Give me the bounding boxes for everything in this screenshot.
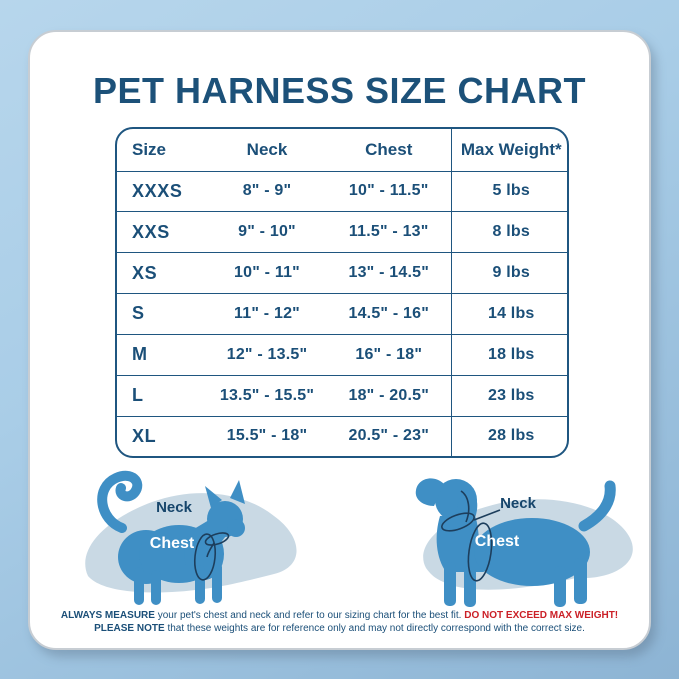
- page-title: PET HARNESS SIZE CHART: [92, 70, 587, 111]
- column-header-size: Size: [132, 139, 167, 159]
- cell-chest: 10" - 11.5": [327, 170, 451, 212]
- cell-neck: 13.5" - 15.5": [207, 374, 327, 417]
- cell-neck: 10" - 11": [207, 252, 327, 294]
- disclaimer-line-2-text: that these weights are for reference onl…: [164, 623, 585, 634]
- dog-measuring-diagram: Neck Chest: [415, 478, 633, 607]
- please-note-emphasis: PLEASE NOTE: [94, 623, 165, 634]
- dog-chest-measure-loop: [467, 522, 493, 582]
- cell-size: XXXS: [117, 170, 207, 212]
- cell-neck: 12" - 13.5": [207, 333, 327, 376]
- infographic-card: PET HARNESS SIZE CHART Size Neck Chest M…: [28, 30, 651, 650]
- cell-weight: 18 lbs: [450, 333, 567, 376]
- dog-ear-outline: [460, 490, 470, 523]
- cat-silhouette-icon: [97, 470, 245, 605]
- always-measure-emphasis: ALWAYS MEASURE: [60, 610, 155, 621]
- cell-chest: 16" - 18": [327, 333, 451, 376]
- cell-neck: 8" - 9": [207, 170, 327, 212]
- column-header-neck: Neck: [246, 139, 288, 159]
- column-header-chest: Chest: [365, 139, 413, 159]
- dog-neck-pointer-line: [473, 509, 501, 521]
- cell-size: XXS: [117, 211, 207, 253]
- cell-chest: 13" - 14.5": [327, 252, 451, 294]
- cell-size: L: [117, 374, 207, 417]
- max-weight-warning: DO NOT EXCEED MAX WEIGHT!: [464, 610, 619, 621]
- dog-chest-label: Chest: [475, 533, 520, 550]
- cell-chest: 11.5" - 13": [327, 211, 451, 253]
- cell-size: M: [117, 333, 207, 376]
- cat-neck-measure-loop: [204, 532, 230, 546]
- cell-weight: 8 lbs: [450, 211, 567, 253]
- disclaimer-note: ALWAYS MEASURE your pet's chest and neck…: [52, 609, 627, 635]
- disclaimer-line-2: PLEASE NOTE that these weights are for r…: [52, 622, 627, 635]
- cat-chest-measure-loop: [193, 533, 217, 581]
- size-table: Size Neck Chest Max Weight* XXXS 8" - 9"…: [115, 127, 569, 458]
- table-row: L 13.5" - 15.5" 18" - 20.5" 23 lbs: [117, 374, 567, 417]
- cell-chest: 18" - 20.5": [327, 374, 451, 417]
- table-row: XS 10" - 11" 13" - 14.5" 9 lbs: [117, 252, 567, 294]
- table-row: XXS 9" - 10" 11.5" - 13" 8 lbs: [117, 211, 567, 253]
- cell-chest: 14.5" - 16": [327, 293, 451, 335]
- table-row: S 11" - 12" 14.5" - 16" 14 lbs: [117, 293, 567, 335]
- cell-neck: 9" - 10": [207, 211, 327, 253]
- cell-neck: 15.5" - 18": [207, 415, 327, 456]
- cat-chest-label: Chest: [150, 535, 195, 552]
- cell-chest: 20.5" - 23": [327, 415, 451, 456]
- cat-measure-cord: [206, 542, 215, 558]
- table-row: XL 15.5" - 18" 20.5" - 23" 28 lbs: [117, 415, 567, 456]
- cat-measuring-diagram: Neck Chest: [85, 470, 297, 605]
- cell-size: XL: [117, 415, 207, 456]
- cell-neck: 11" - 12": [207, 293, 327, 335]
- cell-weight: 23 lbs: [450, 374, 567, 417]
- table-row: M 12" - 13.5" 16" - 18" 18 lbs: [117, 333, 567, 376]
- cell-weight: 14 lbs: [450, 293, 567, 335]
- cell-weight: 28 lbs: [450, 415, 567, 456]
- cell-size: S: [117, 293, 207, 335]
- disclaimer-line-1: ALWAYS MEASURE your pet's chest and neck…: [52, 609, 627, 622]
- dog-neck-label: Neck: [500, 495, 537, 512]
- dog-silhouette-icon: [415, 478, 616, 607]
- column-header-max-weight: Max Weight*: [450, 129, 567, 171]
- cell-weight: 9 lbs: [450, 252, 567, 294]
- cat-neck-label: Neck: [156, 499, 193, 516]
- table-row: XXXS 8" - 9" 10" - 11.5" 5 lbs: [117, 170, 567, 212]
- dog-neck-measure-loop: [441, 512, 475, 532]
- cell-weight: 5 lbs: [450, 170, 567, 212]
- cell-size: XS: [117, 252, 207, 294]
- disclaimer-line-1-text: your pet's chest and neck and refer to o…: [154, 610, 465, 621]
- table-header-row: Size Neck Chest Max Weight*: [117, 129, 567, 171]
